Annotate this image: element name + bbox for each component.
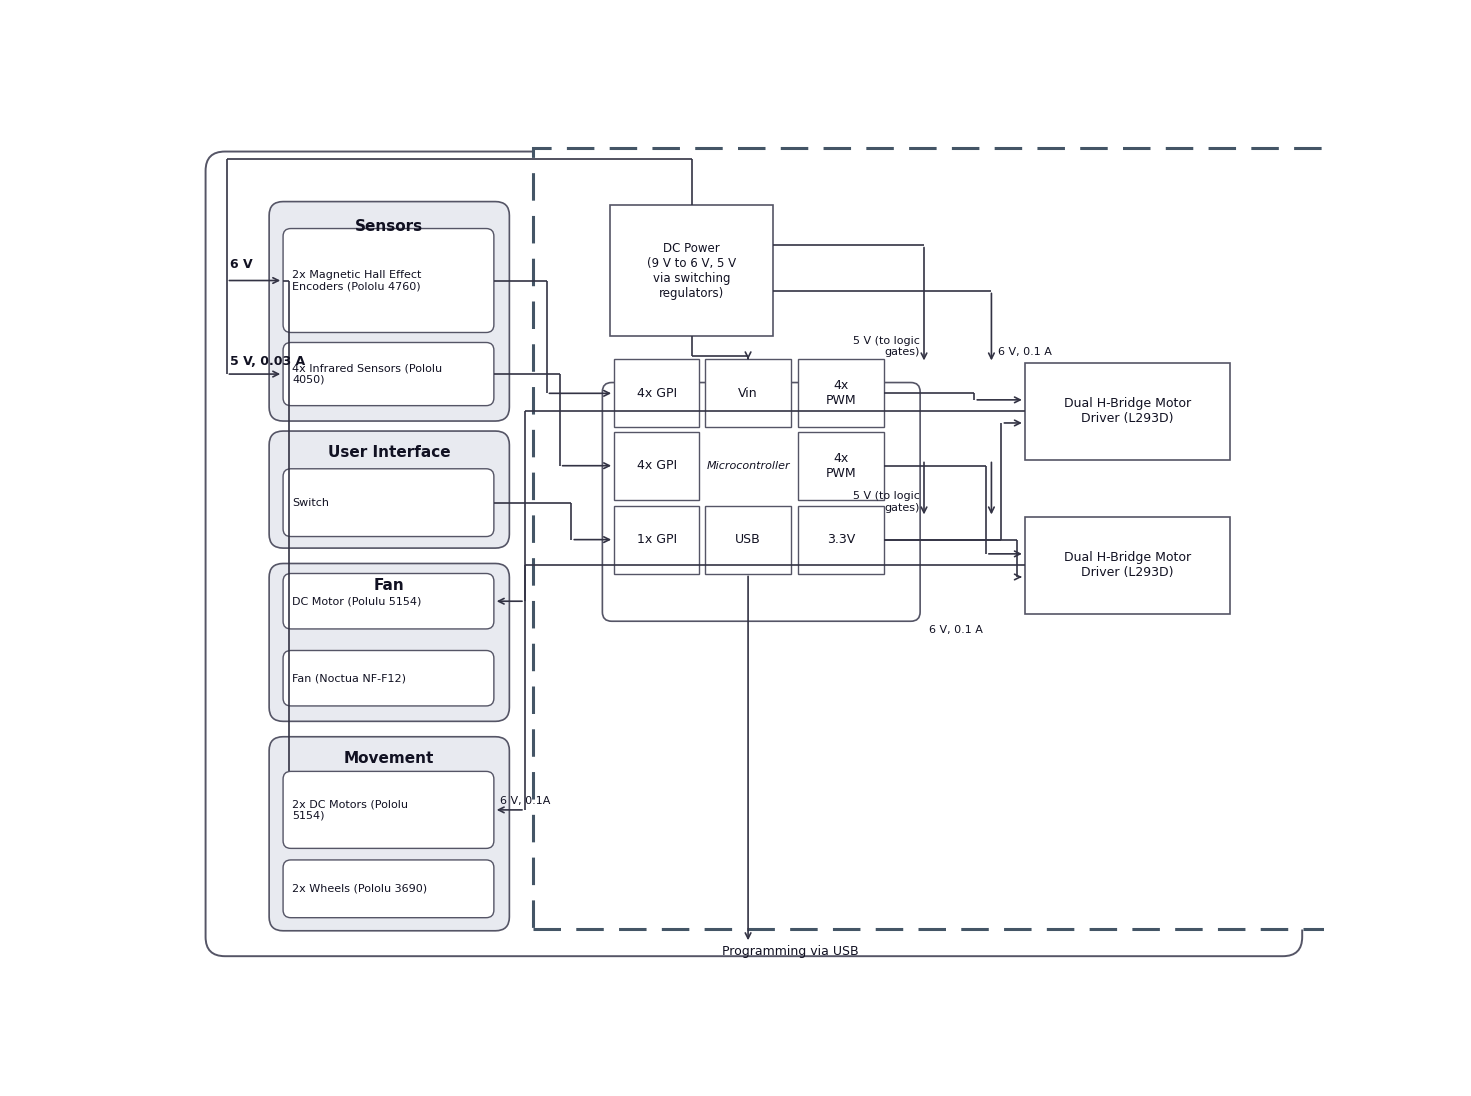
Text: 5 V, 0.03 A: 5 V, 0.03 A xyxy=(231,355,306,368)
Bar xyxy=(706,505,791,573)
Text: Fan (Noctua NF-F12): Fan (Noctua NF-F12) xyxy=(293,673,406,683)
FancyBboxPatch shape xyxy=(282,342,494,406)
FancyBboxPatch shape xyxy=(603,383,921,621)
Text: Movement: Movement xyxy=(344,751,434,766)
Text: 6 V, 0.1 A: 6 V, 0.1 A xyxy=(997,347,1052,357)
FancyBboxPatch shape xyxy=(269,737,509,931)
Text: Switch: Switch xyxy=(293,498,330,507)
FancyBboxPatch shape xyxy=(206,151,1302,956)
Text: Dual H-Bridge Motor
Driver (L293D): Dual H-Bridge Motor Driver (L293D) xyxy=(1064,398,1192,425)
Bar xyxy=(613,359,699,427)
Text: 2x Magnetic Hall Effect
Encoders (Pololu 4760): 2x Magnetic Hall Effect Encoders (Pololu… xyxy=(293,270,422,292)
Text: 4x
PWM: 4x PWM xyxy=(825,452,856,480)
Text: 4x GPI: 4x GPI xyxy=(637,387,677,400)
Text: USB: USB xyxy=(736,533,761,546)
Text: 2x Wheels (Pololu 3690): 2x Wheels (Pololu 3690) xyxy=(293,883,428,894)
FancyBboxPatch shape xyxy=(269,202,509,421)
FancyBboxPatch shape xyxy=(269,431,509,548)
Text: Dual H-Bridge Motor
Driver (L293D): Dual H-Bridge Motor Driver (L293D) xyxy=(1064,551,1192,580)
Text: Fan: Fan xyxy=(374,578,405,593)
Text: User Interface: User Interface xyxy=(328,445,450,460)
FancyBboxPatch shape xyxy=(282,573,494,629)
Bar xyxy=(706,359,791,427)
Text: 5 V (to logic
gates): 5 V (to logic gates) xyxy=(853,491,921,513)
FancyBboxPatch shape xyxy=(282,651,494,706)
FancyBboxPatch shape xyxy=(282,469,494,537)
Text: 6 V, 0.1 A: 6 V, 0.1 A xyxy=(930,625,983,635)
Text: 4x GPI: 4x GPI xyxy=(637,459,677,472)
Text: 3.3V: 3.3V xyxy=(827,533,855,546)
Text: Microcontroller: Microcontroller xyxy=(706,460,790,470)
Text: DC Power
(9 V to 6 V, 5 V
via switching
regulators): DC Power (9 V to 6 V, 5 V via switching … xyxy=(647,242,736,300)
Text: 5 V (to logic
gates): 5 V (to logic gates) xyxy=(853,335,921,357)
Bar xyxy=(799,432,884,500)
Text: 4x Infrared Sensors (Pololu
4050): 4x Infrared Sensors (Pololu 4050) xyxy=(293,363,443,385)
Bar xyxy=(610,205,772,336)
Text: DC Motor (Polulu 5154): DC Motor (Polulu 5154) xyxy=(293,596,422,606)
Text: Sensors: Sensors xyxy=(355,219,424,233)
FancyBboxPatch shape xyxy=(269,563,509,721)
Bar xyxy=(799,359,884,427)
Bar xyxy=(1025,517,1230,614)
FancyBboxPatch shape xyxy=(282,772,494,848)
Text: Programming via USB: Programming via USB xyxy=(722,945,859,958)
Bar xyxy=(1025,363,1230,459)
Bar xyxy=(613,432,699,500)
Text: 2x DC Motors (Pololu
5154): 2x DC Motors (Pololu 5154) xyxy=(293,799,409,821)
FancyBboxPatch shape xyxy=(282,229,494,332)
Bar xyxy=(799,505,884,573)
Bar xyxy=(613,505,699,573)
Text: 6 V, 0.1A: 6 V, 0.1A xyxy=(500,796,550,806)
Text: 4x
PWM: 4x PWM xyxy=(825,379,856,408)
Text: Vin: Vin xyxy=(738,387,758,400)
Text: 1x GPI: 1x GPI xyxy=(637,533,677,546)
Text: 6 V: 6 V xyxy=(231,259,253,272)
FancyBboxPatch shape xyxy=(282,860,494,917)
